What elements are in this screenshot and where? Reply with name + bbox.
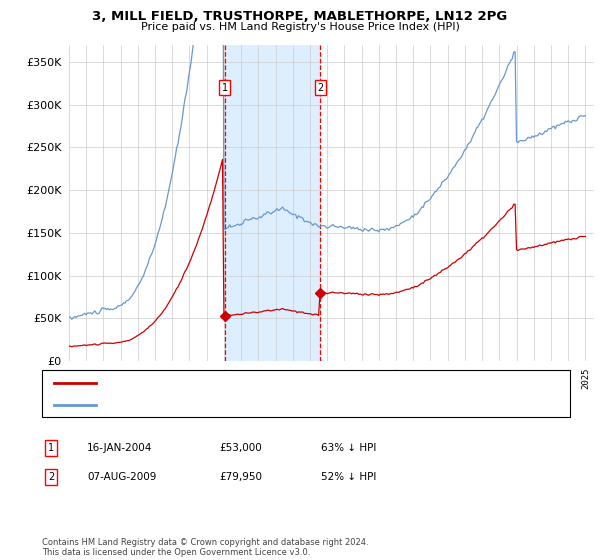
Text: £53,000: £53,000 <box>219 443 262 453</box>
Text: 16-JAN-2004: 16-JAN-2004 <box>87 443 152 453</box>
Text: Contains HM Land Registry data © Crown copyright and database right 2024.
This d: Contains HM Land Registry data © Crown c… <box>42 538 368 557</box>
Text: 3, MILL FIELD, TRUSTHORPE, MABLETHORPE, LN12 2PG (detached house): 3, MILL FIELD, TRUSTHORPE, MABLETHORPE, … <box>102 378 463 388</box>
Text: 2: 2 <box>317 82 323 92</box>
Text: 63% ↓ HPI: 63% ↓ HPI <box>321 443 376 453</box>
Text: £79,950: £79,950 <box>219 472 262 482</box>
Text: Price paid vs. HM Land Registry's House Price Index (HPI): Price paid vs. HM Land Registry's House … <box>140 22 460 32</box>
Bar <box>224 45 320 361</box>
Text: HPI: Average price, detached house, East Lindsey: HPI: Average price, detached house, East… <box>102 400 344 410</box>
Text: 52% ↓ HPI: 52% ↓ HPI <box>321 472 376 482</box>
Text: 2: 2 <box>48 472 54 482</box>
Text: 3, MILL FIELD, TRUSTHORPE, MABLETHORPE, LN12 2PG: 3, MILL FIELD, TRUSTHORPE, MABLETHORPE, … <box>92 10 508 23</box>
Text: 1: 1 <box>221 82 227 92</box>
Text: 1: 1 <box>48 443 54 453</box>
Text: 07-AUG-2009: 07-AUG-2009 <box>87 472 157 482</box>
